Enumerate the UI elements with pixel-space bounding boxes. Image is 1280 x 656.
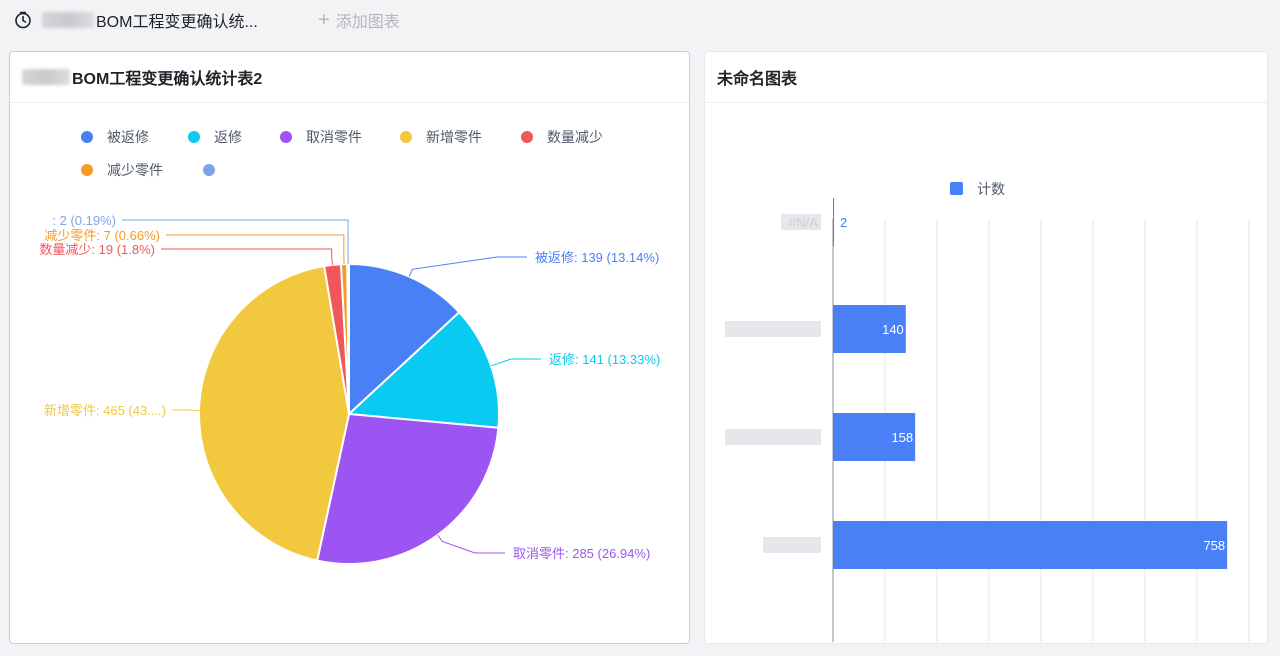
- top-bar: BOM工程变更确认统... + 添加图表: [0, 0, 1280, 40]
- slice-leader-line: [166, 234, 345, 265]
- legend-item[interactable]: 取消零件: [280, 129, 362, 145]
- slice-leader-line: [490, 358, 541, 367]
- clock-icon: [15, 11, 31, 29]
- legend-label: 减少零件: [107, 162, 163, 178]
- slice-leader-line: [408, 256, 527, 277]
- legend-item[interactable]: [203, 164, 215, 176]
- add-chart-button[interactable]: + 添加图表: [318, 8, 400, 32]
- bar-chart: 计数0100200300400500600700800#N/A214015875…: [725, 181, 1250, 642]
- legend-label: 新增零件: [426, 129, 482, 145]
- add-chart-label: 添加图表: [335, 14, 400, 31]
- bar[interactable]: [833, 305, 906, 353]
- redacted-category: [725, 321, 821, 337]
- legend-item[interactable]: 数量减少: [521, 129, 603, 145]
- bar-value-label: 140: [882, 322, 904, 337]
- legend-item[interactable]: 新增零件: [400, 129, 482, 145]
- legend-swatch: [81, 164, 93, 176]
- plus-icon: +: [318, 9, 330, 31]
- pie-slice[interactable]: [198, 264, 351, 562]
- slice-label: 取消零件: 285 (26.94%): [513, 546, 650, 561]
- legend-swatch: [81, 131, 93, 143]
- bar[interactable]: [833, 198, 835, 246]
- slice-leader-line: [122, 219, 349, 265]
- legend-swatch: [280, 131, 292, 143]
- slice-label: : 2 (0.19%): [52, 213, 116, 228]
- legend-item[interactable]: 减少零件: [81, 162, 163, 178]
- legend-item[interactable]: 被返修: [81, 129, 149, 145]
- legend-label: 返修: [214, 129, 242, 145]
- slice-label: 减少零件: 7 (0.66%): [44, 228, 160, 243]
- legend-label: 计数: [977, 181, 1005, 197]
- pie-slice[interactable]: [348, 262, 461, 417]
- bar-value-label: 758: [1203, 538, 1225, 553]
- bar[interactable]: [833, 413, 916, 461]
- pie-chart-panel[interactable]: BOM工程变更确认统计表2 被返修 返修 取消零件 新增零件 数量减少减少零件被返修: …: [9, 51, 690, 644]
- redacted-category: [781, 214, 821, 230]
- legend-swatch: [400, 131, 412, 143]
- slice-label: 新增零件: 465 (43....): [44, 403, 166, 418]
- legend-swatch: [188, 131, 200, 143]
- bar-value-label: 158: [891, 430, 913, 445]
- redacted-category: [763, 537, 821, 553]
- bar[interactable]: [833, 521, 1228, 569]
- legend-item[interactable]: 返修: [188, 129, 242, 145]
- slice-label: 返修: 141 (13.33%): [549, 352, 660, 367]
- panel-header: BOM工程变更确认统计表2: [10, 52, 689, 103]
- legend-item[interactable]: 计数: [950, 181, 1005, 197]
- panel-title: 未命名图表: [717, 71, 798, 88]
- redacted-category: [725, 429, 821, 445]
- legend-label: 取消零件: [306, 129, 362, 145]
- bar-chart-panel[interactable]: 未命名图表 计数0100200300400500600700800#N/A214…: [704, 51, 1268, 644]
- bar-value-label: 2: [840, 215, 847, 230]
- panel-title: BOM工程变更确认统计表2: [72, 71, 263, 88]
- legend-swatch: [950, 182, 963, 195]
- pie-slice[interactable]: [346, 310, 500, 429]
- slice-label: 被返修: 139 (13.14%): [535, 250, 659, 265]
- tab-title: BOM工程变更确认统...: [96, 14, 258, 31]
- slice-label: 数量减少: 19 (1.8%): [39, 242, 155, 257]
- redacted-text: [42, 12, 94, 28]
- redacted-text: [22, 69, 70, 85]
- pie-slice[interactable]: [346, 262, 350, 415]
- slice-leader-line: [161, 248, 334, 265]
- legend-label: 数量减少: [547, 129, 603, 145]
- legend-label: 被返修: [107, 129, 149, 145]
- legend-swatch: [203, 164, 215, 176]
- pie-slice[interactable]: [315, 412, 500, 565]
- slice-leader-line: [437, 534, 505, 554]
- chart-tab[interactable]: BOM工程变更确认统...: [14, 8, 258, 32]
- panel-header: 未命名图表: [705, 52, 1267, 103]
- legend-swatch: [521, 131, 533, 143]
